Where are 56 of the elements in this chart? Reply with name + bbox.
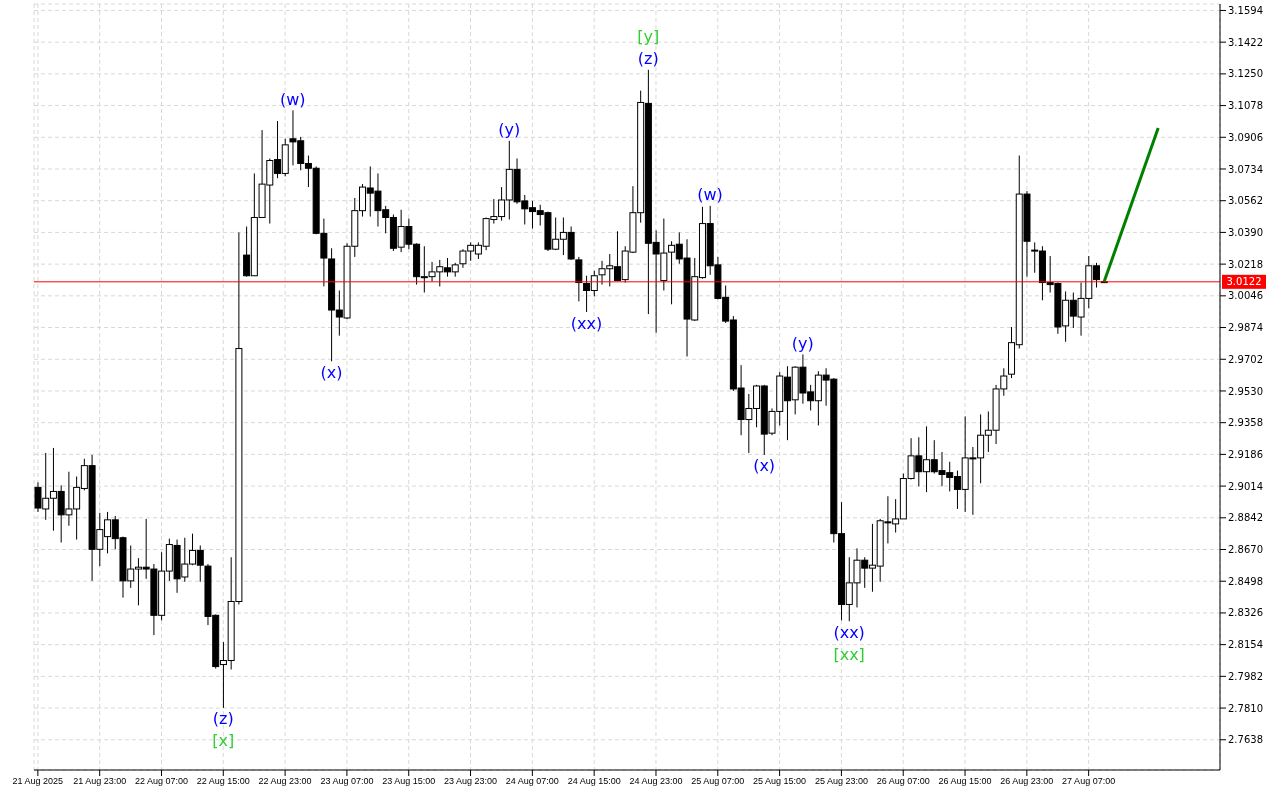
x-tick-label: 21 Aug 2025	[12, 776, 64, 787]
annotation: (w)	[697, 185, 723, 205]
annotation: (z)	[637, 49, 659, 69]
y-tick-label: 2.8498	[1228, 575, 1263, 587]
y-tick-label: 2.9874	[1228, 322, 1263, 334]
y-tick-label: 3.1078	[1228, 100, 1263, 112]
x-tick-label: 24 Aug 15:00	[567, 776, 621, 787]
x-tick-label: 21 Aug 23:00	[73, 776, 127, 787]
x-tick-label: 23 Aug 23:00	[444, 776, 498, 787]
x-tick-label: 27 Aug 07:00	[1062, 776, 1116, 787]
y-tick-label: 3.1594	[1228, 5, 1263, 16]
x-tick-label: 23 Aug 15:00	[382, 776, 436, 787]
annotation: [y]	[637, 27, 660, 47]
x-tick-label: 24 Aug 23:00	[629, 776, 683, 787]
x-tick-label: 26 Aug 07:00	[876, 776, 930, 787]
y-tick-label: 3.0734	[1228, 163, 1263, 175]
annotation: [xx]	[833, 644, 865, 664]
x-tick-label: 25 Aug 07:00	[691, 776, 745, 787]
x-tick-label: 25 Aug 23:00	[814, 776, 868, 787]
y-tick-label: 3.1250	[1228, 68, 1263, 80]
x-tick-label: 22 Aug 07:00	[134, 776, 189, 787]
y-tick-label: 3.0390	[1228, 226, 1263, 238]
y-tick-label: 3.0218	[1228, 258, 1263, 270]
y-tick-label: 2.8154	[1228, 639, 1263, 651]
y-tick-label: 2.9530	[1228, 385, 1263, 397]
annotation: (x)	[320, 362, 343, 382]
annotation: (xx)	[570, 313, 603, 333]
y-tick-label: 3.1422	[1228, 36, 1263, 48]
annotation: (xx)	[833, 622, 865, 642]
annotation: (y)	[791, 333, 814, 353]
x-tick-label: 23 Aug 07:00	[320, 776, 374, 787]
y-tick-label: 2.9014	[1228, 480, 1263, 492]
x-tick-label: 26 Aug 15:00	[938, 776, 992, 787]
annotation: (y)	[498, 120, 521, 140]
annotation: (w)	[280, 89, 306, 109]
y-tick-label: 2.7810	[1228, 702, 1263, 714]
annotation: [x]	[212, 731, 235, 751]
y-tick-label: 3.0906	[1228, 131, 1263, 143]
x-tick-label: 26 Aug 23:00	[1000, 776, 1054, 787]
y-tick-label: 2.9702	[1228, 353, 1263, 365]
ref-line-label: 3.0122	[1226, 276, 1262, 288]
annotation: (z)	[212, 709, 234, 729]
x-tick-label: 25 Aug 15:00	[753, 776, 807, 787]
x-tick-label: 24 Aug 07:00	[505, 776, 559, 787]
x-tick-label: 22 Aug 15:00	[196, 776, 250, 787]
y-tick-label: 2.8842	[1228, 512, 1263, 524]
y-tick-label: 2.8670	[1228, 544, 1263, 556]
annotation: (x)	[753, 456, 776, 476]
y-tick-label: 2.7638	[1228, 734, 1263, 746]
y-tick-label: 3.0562	[1228, 195, 1263, 207]
y-tick-label: 2.8326	[1228, 607, 1263, 619]
y-tick-label: 2.9186	[1228, 448, 1263, 460]
y-tick-label: 3.0046	[1228, 290, 1263, 302]
y-tick-label: 2.7982	[1228, 670, 1263, 682]
x-tick-label: 22 Aug 23:00	[258, 776, 312, 787]
y-tick-label: 2.9358	[1228, 417, 1263, 429]
